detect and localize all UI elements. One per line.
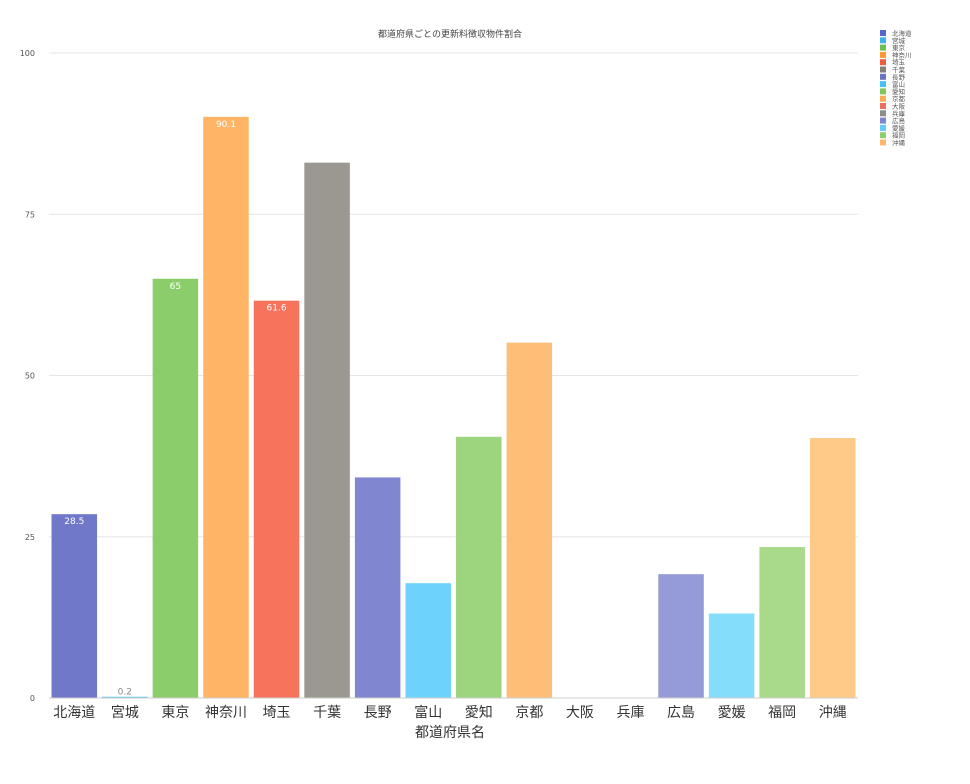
bar-埼玉	[253, 300, 300, 698]
legend-label: 長野	[892, 73, 906, 81]
legend-label: 千葉	[892, 65, 906, 74]
x-tick-label: 福岡	[768, 705, 796, 721]
legend-label: 京都	[892, 94, 906, 103]
data-label: 28.5	[64, 517, 84, 527]
x-tick-label: 愛媛	[718, 705, 746, 721]
bar-沖縄	[809, 438, 856, 698]
x-tick-label: 広島	[667, 705, 695, 721]
legend-swatch	[880, 59, 886, 66]
bar-福岡	[759, 547, 805, 698]
legend-swatch	[880, 88, 886, 95]
data-label: 90.1	[216, 120, 236, 130]
legend-label: 兵庫	[892, 109, 906, 118]
legend-label: 愛知	[892, 87, 905, 96]
x-tick-label: 神奈川	[205, 705, 247, 721]
legend-swatch	[880, 30, 886, 36]
x-tick-label: 京都	[515, 705, 543, 721]
legend-swatch	[880, 44, 886, 51]
x-tick-label: 埼玉	[263, 705, 291, 721]
legend-label: 福岡	[892, 131, 905, 140]
bar-愛媛	[708, 613, 755, 698]
legend-swatch	[880, 66, 886, 73]
legend-label: 広島	[892, 116, 906, 125]
data-label: 65	[170, 282, 181, 292]
axis-layer: 0 25 50 75 100 北海道 宮城 東京 神奈川 埼玉 千葉 長野 富山 愛知 京都 大阪 兵庫 広島 愛媛…	[20, 49, 858, 721]
legend-swatch	[880, 124, 886, 131]
label-layer: 28.5 0.2 65 90.1 61.6	[64, 120, 287, 698]
legend-swatch	[880, 103, 886, 109]
legend-label: 沖縄	[892, 138, 906, 147]
legend-swatch	[880, 81, 886, 88]
y-tick-label: 0	[30, 694, 35, 703]
legend-label: 宮城	[892, 36, 906, 45]
legend-swatch	[880, 110, 886, 117]
x-tick-label: 愛知	[465, 704, 493, 721]
x-tick-label: 東京	[161, 705, 189, 721]
legend-label: 東京	[892, 43, 906, 52]
data-label: 0.2	[118, 688, 132, 698]
legend-swatch	[880, 117, 886, 124]
bar-神奈川	[203, 116, 249, 699]
data-label: 61.6	[267, 304, 287, 314]
y-tick-label: 100	[20, 49, 35, 58]
legend-swatch	[880, 51, 886, 58]
legend-swatch	[880, 132, 886, 139]
bar-東京	[152, 278, 199, 698]
legend-swatch	[880, 139, 886, 146]
legend-label: 富山	[892, 80, 905, 89]
legend-label: 埼玉	[892, 58, 906, 67]
x-tick-label: 沖縄	[819, 705, 847, 721]
bar-北海道	[51, 514, 98, 698]
y-tick-label: 75	[25, 210, 35, 219]
legend-swatch	[880, 37, 886, 44]
bar-千葉	[304, 162, 350, 698]
bar-富山	[405, 583, 451, 698]
x-tick-label: 大阪	[566, 705, 594, 721]
x-tick-label: 宮城	[111, 705, 139, 721]
legend-swatch	[880, 73, 886, 80]
legend-label: 愛媛	[892, 123, 906, 132]
legend-label: 大阪	[892, 102, 906, 111]
legend-label: 北海道	[892, 29, 912, 38]
bar-layer	[51, 116, 856, 699]
bar-長野	[354, 477, 401, 698]
legend-swatch	[880, 95, 886, 102]
x-tick-label: 千葉	[313, 705, 341, 721]
bar-愛知	[456, 436, 502, 698]
y-tick-label: 25	[25, 533, 35, 542]
legend-label: 神奈川	[892, 50, 912, 59]
bar-広島	[658, 574, 704, 698]
bar-京都	[506, 342, 553, 698]
x-tick-label: 兵庫	[616, 704, 644, 721]
bar-宮城	[102, 696, 148, 698]
chart-title: 都道府県ごとの更新料徴収物件割合	[378, 28, 522, 40]
x-tick-label: 長野	[364, 705, 392, 721]
y-tick-label: 50	[25, 372, 35, 381]
x-tick-label: 北海道	[53, 705, 95, 721]
x-axis-title: 都道府県名	[415, 725, 485, 741]
x-tick-label: 富山	[414, 704, 442, 721]
